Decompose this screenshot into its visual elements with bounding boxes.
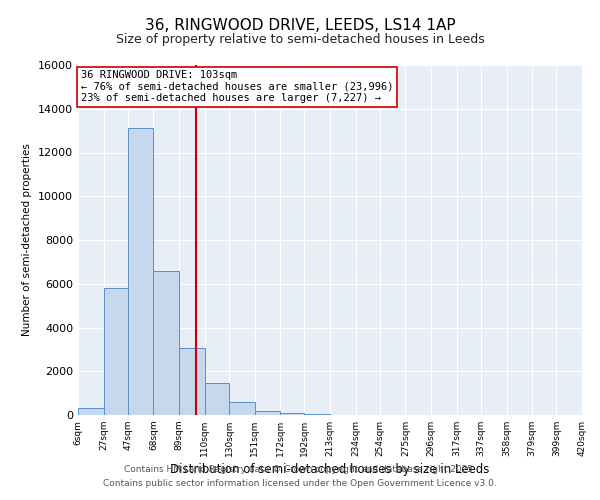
Y-axis label: Number of semi-detached properties: Number of semi-detached properties [22, 144, 32, 336]
Bar [229, 402, 254, 415]
Bar [128, 128, 154, 415]
Bar [154, 270, 179, 415]
Text: 36 RINGWOOD DRIVE: 103sqm
← 76% of semi-detached houses are smaller (23,996)
23%: 36 RINGWOOD DRIVE: 103sqm ← 76% of semi-… [80, 70, 393, 103]
Bar [304, 414, 330, 415]
Text: Size of property relative to semi-detached houses in Leeds: Size of property relative to semi-detach… [116, 32, 484, 46]
Bar [179, 348, 205, 415]
Text: Contains public sector information licensed under the Open Government Licence v3: Contains public sector information licen… [103, 479, 497, 488]
Bar [205, 384, 229, 415]
Text: 36, RINGWOOD DRIVE, LEEDS, LS14 1AP: 36, RINGWOOD DRIVE, LEEDS, LS14 1AP [145, 18, 455, 32]
X-axis label: Distribution of semi-detached houses by size in Leeds: Distribution of semi-detached houses by … [170, 463, 490, 476]
Text: Contains HM Land Registry data © Crown copyright and database right 2025.: Contains HM Land Registry data © Crown c… [124, 466, 476, 474]
Bar [104, 288, 128, 415]
Bar [254, 410, 280, 415]
Bar [280, 413, 304, 415]
Bar [78, 408, 104, 415]
